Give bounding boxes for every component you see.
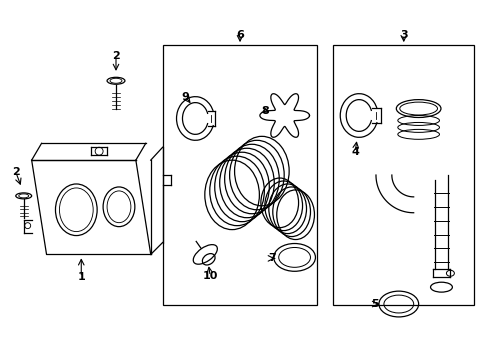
Text: 2: 2 bbox=[112, 51, 120, 61]
Text: 6: 6 bbox=[236, 30, 244, 40]
Text: 2: 2 bbox=[12, 167, 20, 177]
Text: 4: 4 bbox=[350, 147, 358, 157]
Text: 10: 10 bbox=[202, 271, 218, 281]
Bar bbox=[163, 45, 317, 305]
Text: 3: 3 bbox=[399, 30, 407, 40]
Text: 7: 7 bbox=[267, 253, 275, 264]
Text: 8: 8 bbox=[261, 105, 268, 116]
Text: 5: 5 bbox=[370, 299, 378, 309]
Text: 1: 1 bbox=[77, 272, 85, 282]
Bar bbox=[333, 45, 473, 305]
Text: 9: 9 bbox=[181, 92, 189, 102]
